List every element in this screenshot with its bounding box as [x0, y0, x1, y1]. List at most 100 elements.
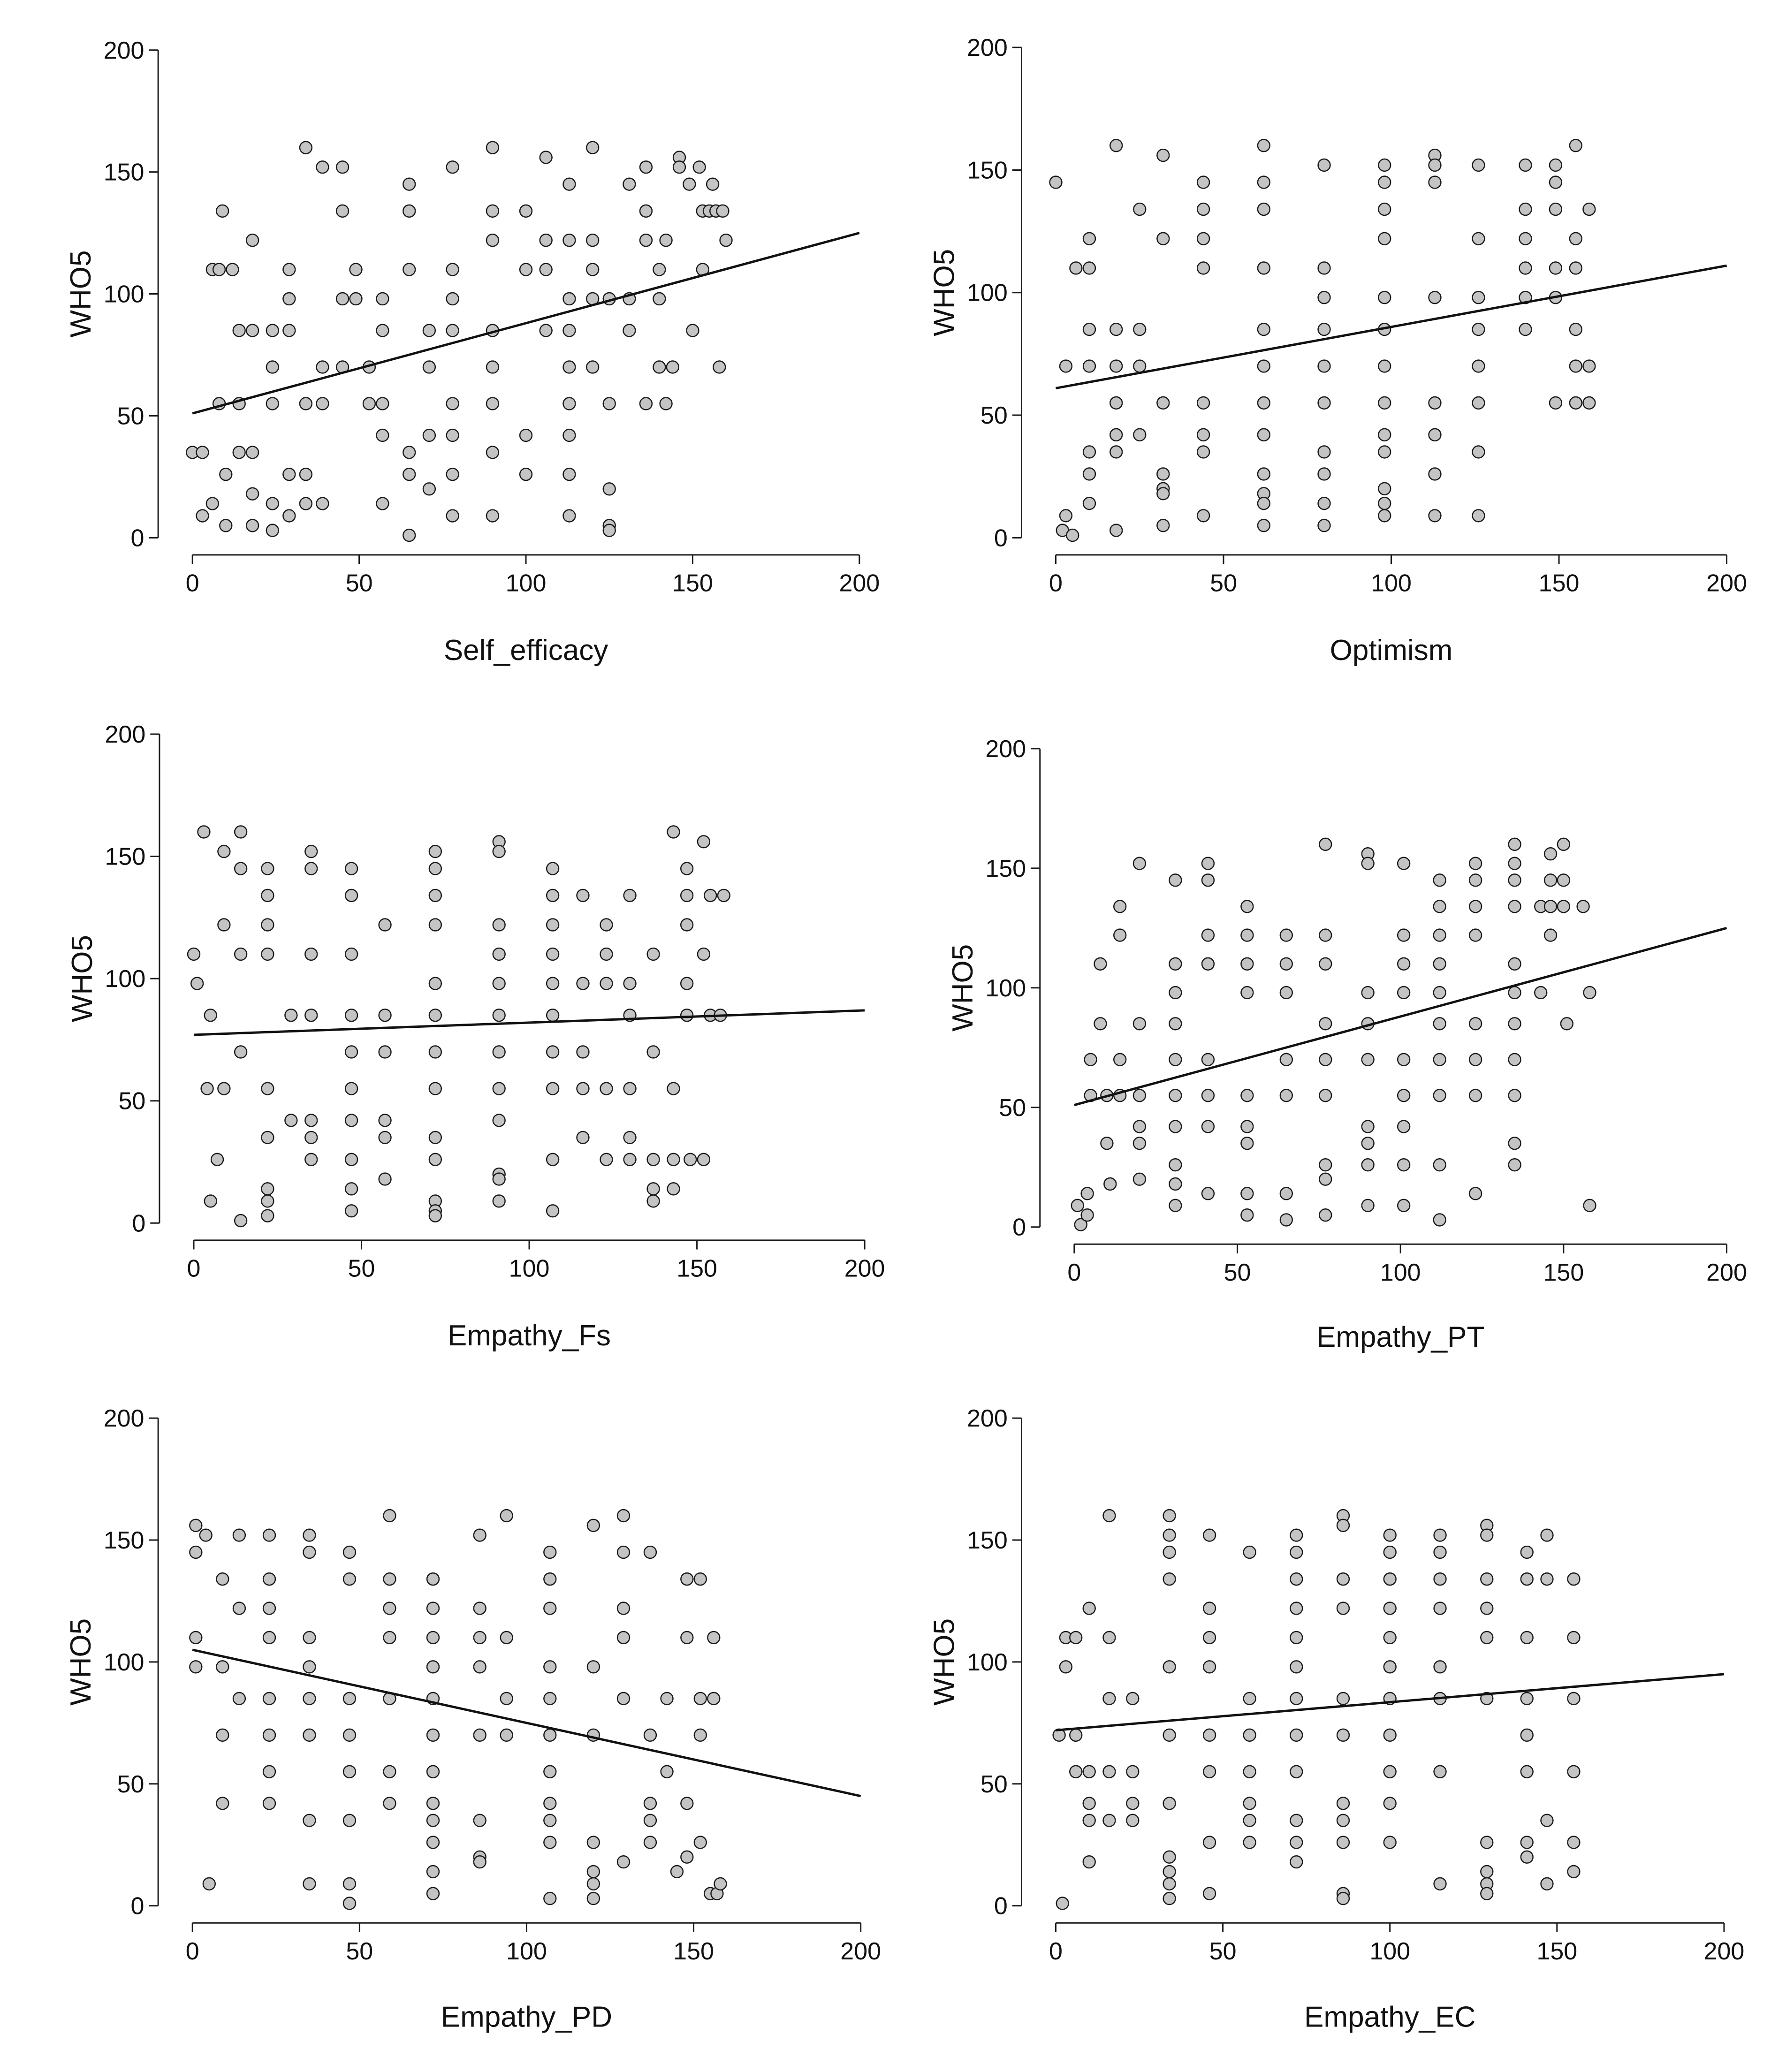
data-point	[1132, 1120, 1147, 1133]
data-point	[1257, 467, 1270, 481]
data-point	[1397, 1053, 1411, 1066]
data-point	[680, 1631, 694, 1645]
data-point	[1480, 1692, 1494, 1706]
x-tick-label: 50	[346, 570, 373, 597]
y-tick-label: 200	[104, 1405, 144, 1432]
data-point	[643, 1836, 657, 1849]
data-point	[1240, 928, 1254, 942]
data-point	[616, 1631, 631, 1645]
data-point	[204, 1009, 217, 1022]
data-point	[1361, 857, 1375, 870]
y-tick-label: 0	[131, 1893, 144, 1920]
data-point	[1202, 1765, 1216, 1778]
data-point	[1169, 1177, 1182, 1191]
data-point	[546, 1009, 560, 1022]
data-point	[1056, 1897, 1069, 1910]
data-point	[546, 918, 560, 932]
data-point	[539, 151, 553, 164]
x-tick-label: 200	[844, 1255, 885, 1282]
data-point	[1336, 1814, 1350, 1827]
data-point	[1583, 1199, 1596, 1213]
scatter-panel-1: 0 50 100 150 200 0 50 100 150 200 Self_efficacy WHO…	[65, 37, 880, 667]
data-point	[1319, 928, 1332, 942]
data-point	[697, 947, 711, 961]
data-point	[646, 1045, 660, 1059]
data-point	[428, 1009, 442, 1022]
data-point	[219, 519, 233, 532]
data-point	[1102, 1631, 1116, 1645]
y-tick-label: 150	[985, 855, 1026, 882]
data-point	[1240, 1208, 1254, 1222]
data-point	[546, 888, 560, 903]
data-point	[1520, 1692, 1534, 1706]
x-axis-title: Self_efficacy	[444, 634, 608, 667]
data-point	[1378, 482, 1391, 495]
data-point	[1202, 1836, 1216, 1849]
data-point	[1378, 496, 1391, 510]
data-point	[383, 1797, 396, 1810]
data-point	[1468, 873, 1482, 887]
data-point	[543, 1660, 557, 1674]
data-point	[383, 1631, 396, 1645]
data-point	[1196, 232, 1210, 245]
data-point	[1397, 1089, 1411, 1102]
data-point	[342, 1814, 357, 1827]
data-point	[234, 825, 248, 839]
data-point	[683, 177, 696, 191]
data-point	[473, 1855, 486, 1869]
data-point	[492, 977, 506, 990]
data-point	[1074, 1218, 1087, 1231]
data-point	[261, 947, 274, 961]
data-point	[428, 1045, 442, 1059]
data-point	[543, 1765, 557, 1778]
data-point	[1156, 232, 1170, 245]
y-axis-title: WHO5	[66, 935, 99, 1022]
data-point	[1508, 1053, 1521, 1066]
data-point	[1084, 1053, 1097, 1066]
data-point	[1480, 1528, 1494, 1542]
data-point	[376, 428, 389, 442]
data-point	[1428, 428, 1442, 442]
data-point	[492, 844, 506, 858]
x-tick-label: 100	[506, 570, 547, 597]
data-point	[1257, 322, 1270, 336]
data-point	[1257, 139, 1270, 152]
data-point	[299, 141, 313, 154]
data-point	[586, 234, 600, 247]
data-point	[1567, 1631, 1581, 1645]
data-point	[616, 1545, 631, 1559]
data-point	[189, 1660, 203, 1674]
data-point	[543, 1814, 557, 1827]
data-point	[1113, 1053, 1127, 1066]
data-point	[492, 947, 506, 961]
data-point	[1336, 1601, 1350, 1615]
data-point	[262, 1631, 276, 1645]
scatter-panel-2: 0 50 100 150 200 0 50 100 150 200 Optimism WHO5	[928, 34, 1747, 667]
data-point	[304, 844, 318, 858]
data-point	[216, 1660, 229, 1674]
data-point	[422, 360, 436, 374]
data-point	[344, 1153, 358, 1166]
data-point	[344, 1082, 358, 1095]
data-point	[376, 497, 389, 510]
data-point	[670, 1865, 684, 1879]
data-point	[1480, 1601, 1494, 1615]
data-point	[539, 234, 553, 247]
data-point	[660, 1692, 674, 1706]
data-point	[1520, 1850, 1534, 1864]
data-point	[576, 977, 590, 990]
data-point	[486, 234, 500, 247]
data-point	[1397, 1120, 1411, 1133]
data-point	[232, 324, 246, 337]
data-point	[492, 1114, 506, 1127]
data-point	[1378, 175, 1391, 189]
data-point	[562, 397, 576, 410]
data-point	[403, 177, 416, 191]
data-point	[1163, 1572, 1176, 1586]
data-point	[1069, 261, 1083, 275]
data-point	[1540, 1877, 1554, 1891]
regression-line	[1056, 1673, 1725, 1731]
data-point	[428, 977, 442, 990]
data-point	[562, 428, 576, 442]
data-point	[1082, 232, 1096, 245]
